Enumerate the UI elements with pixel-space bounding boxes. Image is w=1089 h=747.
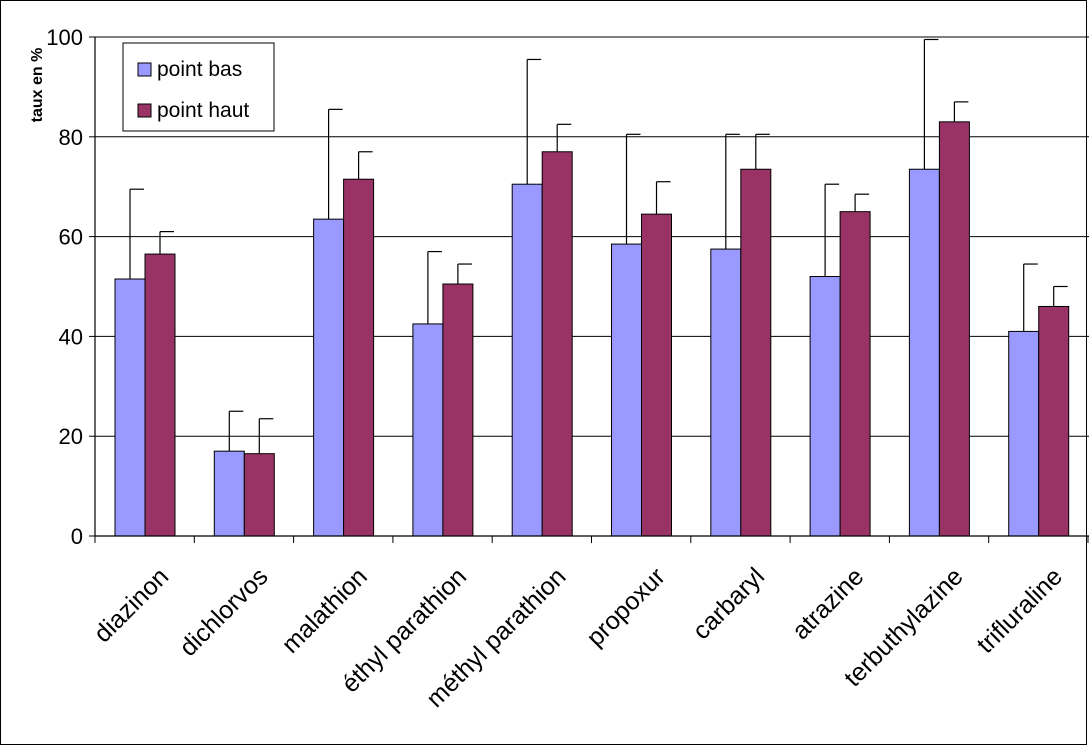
axes: [89, 36, 1089, 543]
bar-point-haut-7: [839, 211, 871, 537]
bar-point-bas-4: [511, 183, 543, 537]
bar-point-bas-0: [114, 278, 146, 537]
bar-point-bas-7: [809, 276, 841, 537]
bar-point-bas-6: [710, 248, 742, 537]
x-tick-label-1: dichlorvos: [174, 562, 273, 661]
bar-point-haut-3: [442, 283, 474, 537]
bar-point-haut-9: [1038, 305, 1070, 537]
x-tick-label-6: carbaryl: [687, 562, 770, 645]
x-tick-label-2: malathion: [276, 562, 372, 658]
legend-label-point-bas: point bas: [157, 58, 242, 81]
legend-swatch-point-haut: [137, 103, 152, 118]
x-tick-label-9: trifluraline: [972, 562, 1068, 658]
x-tick-label-0: diazinon: [89, 562, 175, 648]
bar-point-haut-5: [641, 213, 672, 537]
bar-point-bas-5: [611, 243, 642, 537]
y-tick-label-100: 100: [46, 25, 83, 50]
x-tick-label-7: atrazine: [787, 562, 870, 645]
y-tick-label-0: 0: [71, 524, 83, 549]
y-tick-label-40: 40: [59, 324, 83, 349]
bar-point-haut-8: [938, 121, 970, 537]
bar-point-bas-1: [213, 450, 245, 537]
legend: point bas point haut: [122, 42, 275, 132]
x-tick-label-5: propoxur: [581, 562, 671, 652]
y-tick-label-80: 80: [59, 125, 83, 150]
bar-point-haut-0: [144, 253, 176, 537]
y-tick-label-60: 60: [59, 225, 83, 250]
y-axis-label: taux en %: [29, 48, 46, 123]
bar-point-haut-6: [740, 168, 772, 537]
y-tick-label-20: 20: [59, 424, 83, 449]
bars: [114, 38, 1070, 537]
legend-swatch-point-bas: [137, 62, 152, 77]
bar-point-haut-4: [541, 151, 573, 537]
bar-point-bas-2: [313, 218, 345, 537]
bar-point-haut-1: [243, 453, 275, 537]
bar-point-bas-9: [1008, 330, 1040, 537]
bar-point-bas-3: [412, 323, 444, 537]
bar-point-haut-2: [343, 178, 375, 537]
bar-point-bas-8: [908, 168, 940, 537]
legend-label-point-haut: point haut: [157, 99, 249, 122]
